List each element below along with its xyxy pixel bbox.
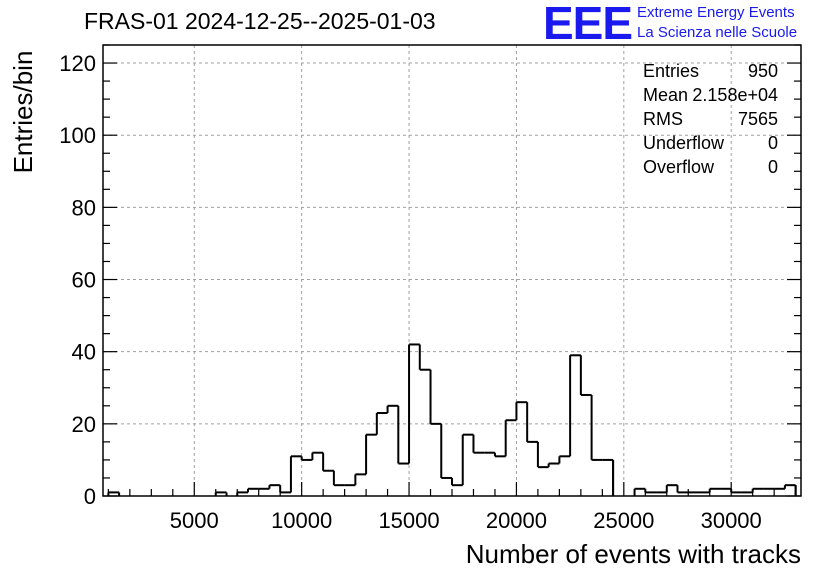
histogram-bin <box>397 405 410 465</box>
histogram-bin <box>300 456 313 461</box>
chart-title: FRAS-01 2024-12-25--2025-01-03 <box>84 8 436 34</box>
stats-label: Mean <box>643 85 688 105</box>
stats-value: 0 <box>768 157 778 177</box>
histogram-bin <box>730 488 742 494</box>
histogram-bin <box>526 402 538 443</box>
stats-label: RMS <box>643 109 683 129</box>
y-axis-label: Entries/bin <box>8 51 38 174</box>
histogram-bin <box>547 462 560 468</box>
stats-box: Entries 950 Mean 2.158e+04 RMS 7565 Underflow 0… <box>643 61 778 177</box>
x-tick-label: 10000 <box>271 508 332 533</box>
stats-value: 7565 <box>738 109 778 129</box>
histogram-bin <box>440 423 452 479</box>
eee-logo: EEE <box>543 0 633 49</box>
stats-label: Entries <box>643 61 699 81</box>
y-tick-label: 0 <box>84 484 96 509</box>
x-tick-label: 15000 <box>378 508 439 533</box>
histogram-bin <box>536 441 549 469</box>
stats-value: 950 <box>748 61 778 81</box>
histogram-bin <box>579 355 592 396</box>
logo-line-2: La Scienza nelle Scuole <box>637 24 798 41</box>
histogram-bin <box>676 485 689 494</box>
histogram-bin <box>332 470 345 487</box>
histogram-bin <box>289 455 302 493</box>
histogram-bin <box>418 344 431 371</box>
stats-value: 0 <box>768 133 778 153</box>
logo-line-1: Extreme Energy Events <box>637 4 795 21</box>
histogram-bin <box>504 419 517 457</box>
histogram-series <box>107 343 797 496</box>
histogram-bin <box>644 488 657 494</box>
histogram-bin <box>375 412 388 435</box>
histogram-bin <box>279 485 291 494</box>
x-axis-ticks: 5000 10000 15000 20000 25000 30000 <box>107 482 797 533</box>
x-tick-label: 5000 <box>170 508 219 533</box>
y-tick-label: 20 <box>72 412 96 437</box>
histogram-bin <box>408 343 420 464</box>
y-tick-label: 40 <box>72 340 96 365</box>
histogram-bin <box>472 434 485 454</box>
histogram-bin <box>751 487 764 493</box>
grid <box>103 45 801 496</box>
x-tick-label: 30000 <box>701 508 762 533</box>
histogram-bin <box>590 394 603 461</box>
histogram-bin <box>451 477 463 487</box>
histogram-bin <box>311 451 324 460</box>
y-axis-ticks: 0 20 40 60 80 100 120 <box>59 44 801 509</box>
stats-label: Underflow <box>643 133 725 153</box>
stats-value: 2.158e+04 <box>692 85 778 105</box>
histogram-bin <box>602 458 615 496</box>
y-tick-label: 80 <box>72 195 96 220</box>
histogram-bin <box>493 452 506 458</box>
plot-frame <box>102 44 802 497</box>
histogram-bin <box>268 484 281 489</box>
histogram-bin <box>354 473 367 486</box>
histogram-bin <box>386 404 399 414</box>
histogram-bin <box>633 487 646 496</box>
histogram-bin <box>461 433 474 486</box>
histogram-bin <box>783 484 797 496</box>
histogram-bin <box>515 401 528 421</box>
x-tick-label: 25000 <box>593 508 654 533</box>
y-tick-label: 120 <box>59 51 96 76</box>
y-tick-label: 60 <box>72 268 96 293</box>
histogram-bin <box>558 455 571 464</box>
x-tick-label: 20000 <box>486 508 547 533</box>
x-axis-label: Number of events with tracks <box>466 539 801 569</box>
histogram-bin <box>322 452 334 472</box>
histogram-bin <box>365 433 377 475</box>
histogram-bin <box>246 487 259 493</box>
histogram-bin <box>665 484 678 493</box>
histogram-bin <box>569 354 581 457</box>
stats-label: Overflow <box>643 157 715 177</box>
histogram-bin <box>708 487 721 493</box>
histogram-bin <box>429 369 442 425</box>
y-tick-label: 100 <box>59 123 96 148</box>
